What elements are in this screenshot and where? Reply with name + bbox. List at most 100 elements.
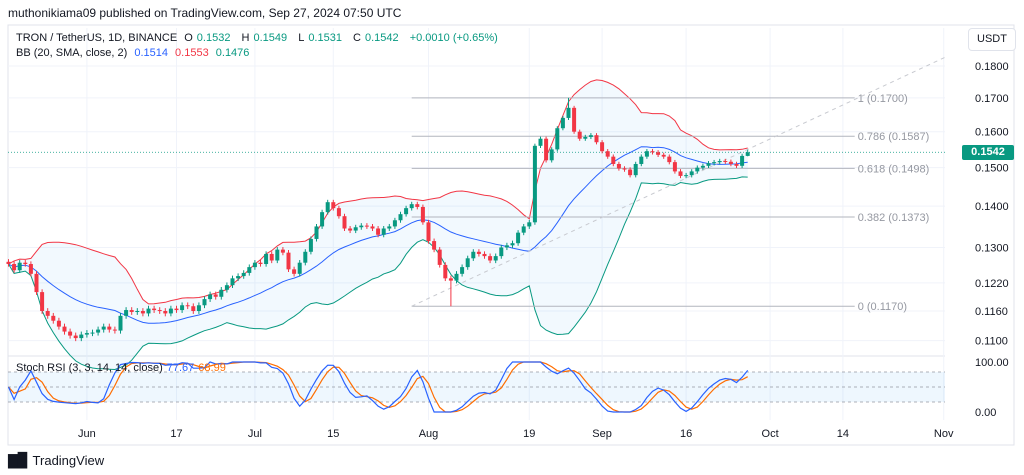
candle (101, 323, 106, 333)
candle-body (168, 308, 173, 314)
candle (219, 287, 224, 300)
candle (616, 161, 621, 171)
candle-body (605, 151, 610, 157)
high-value: H 0.1549 (242, 32, 292, 44)
candle-body (387, 226, 392, 229)
candle (465, 255, 470, 270)
candle-body (292, 269, 297, 274)
candle-body (521, 226, 526, 233)
candle-body (583, 136, 588, 139)
candle-body (516, 232, 521, 244)
axes: 0.1800 0.1700 0.1600 0.1500 0.1400 0.1300 0.12… (78, 61, 1009, 440)
candle (236, 273, 241, 282)
footer-brand[interactable]: ▇▉ TradingView (8, 452, 104, 469)
candle (745, 149, 750, 157)
candle-body (544, 138, 549, 161)
candle (661, 152, 666, 159)
candle (706, 161, 711, 169)
candle-body (728, 161, 733, 164)
candle-body (538, 138, 543, 146)
candle-body (381, 228, 386, 235)
candle-body (40, 292, 45, 312)
candle-body (588, 135, 593, 137)
candle (124, 307, 129, 319)
candle-body (269, 253, 274, 261)
candle-body (68, 331, 73, 336)
candle (566, 97, 571, 120)
candle-body (202, 299, 207, 306)
candle-body (213, 294, 218, 297)
current-price-tag: 0.1542 (962, 144, 1014, 160)
change-value: +0.0010 (+0.65%) (409, 32, 498, 44)
candle (656, 150, 661, 158)
candle (728, 159, 733, 167)
fib-level-label: 0.618 (0.1498) (858, 163, 930, 175)
candle (628, 167, 633, 178)
candle (17, 260, 22, 273)
candle (527, 219, 532, 229)
candle-body (28, 264, 33, 274)
candle-body (286, 252, 291, 270)
candle (191, 303, 196, 314)
candle (73, 332, 78, 342)
candle-body (12, 264, 17, 271)
candle-body (465, 258, 470, 268)
bb-label[interactable]: BB (20, SMA, close, 2) (16, 47, 128, 59)
trend-line (411, 56, 946, 307)
brand-name: TradingView (32, 453, 105, 468)
candle-body (23, 262, 28, 265)
candle-body (723, 161, 728, 163)
candle-body (219, 289, 224, 297)
candle-body (112, 329, 117, 331)
candle-body (717, 161, 722, 163)
candle (376, 226, 381, 238)
bb-upper-line (8, 79, 748, 305)
close-value: C 0.1542 (353, 32, 403, 44)
candle (544, 136, 549, 163)
stoch-label[interactable]: Stoch RSI (3, 3, 14, 14, close) (16, 362, 163, 374)
candle (314, 223, 319, 242)
candle-body (616, 163, 621, 169)
candle (140, 308, 145, 317)
candle-body (17, 262, 22, 271)
fib-retracement[interactable]: 1 (0.1700) 0.786 (0.1587) 0.618 (0.1498) 0.… (8, 56, 946, 313)
candle-body (146, 308, 151, 314)
y-tick-label: 0.1100 (975, 336, 1008, 348)
candle (168, 305, 173, 317)
candle (157, 307, 162, 314)
candle-body (252, 262, 257, 268)
candle-body (129, 310, 134, 312)
candle (516, 230, 521, 246)
currency-button[interactable]: USDT (968, 28, 1016, 51)
candle (594, 133, 599, 145)
candle-body (297, 262, 302, 274)
candle (96, 326, 101, 336)
candle-body (118, 315, 123, 331)
candle (432, 238, 437, 253)
candle-body (174, 308, 179, 311)
stoch-k-line (7, 361, 749, 413)
y-tick-label: 0.1220 (975, 278, 1009, 290)
candle-body (101, 326, 106, 330)
candle (689, 169, 694, 178)
candle-body (6, 261, 11, 265)
candle-body (62, 326, 67, 332)
candle-body (443, 264, 448, 279)
candle-body (331, 202, 336, 209)
candle-body (566, 107, 571, 118)
close-price: 0.1542 (364, 32, 399, 44)
candle-body (740, 155, 745, 166)
candle-body (572, 107, 577, 132)
symbol-name[interactable]: TRON / TetherUS, 1D, BINANCE (16, 32, 178, 44)
candle-body (684, 175, 689, 177)
candle-body (482, 253, 487, 257)
candle (504, 242, 509, 251)
candle-body (392, 220, 397, 227)
candle (712, 159, 717, 166)
candle (258, 260, 263, 267)
open-price: 0.1532 (196, 32, 231, 44)
candle-body (45, 311, 50, 316)
bb-legend-row: BB (20, SMA, close, 2) 0.1514 0.1553 0.1… (16, 46, 502, 61)
close-label: C (353, 32, 361, 44)
